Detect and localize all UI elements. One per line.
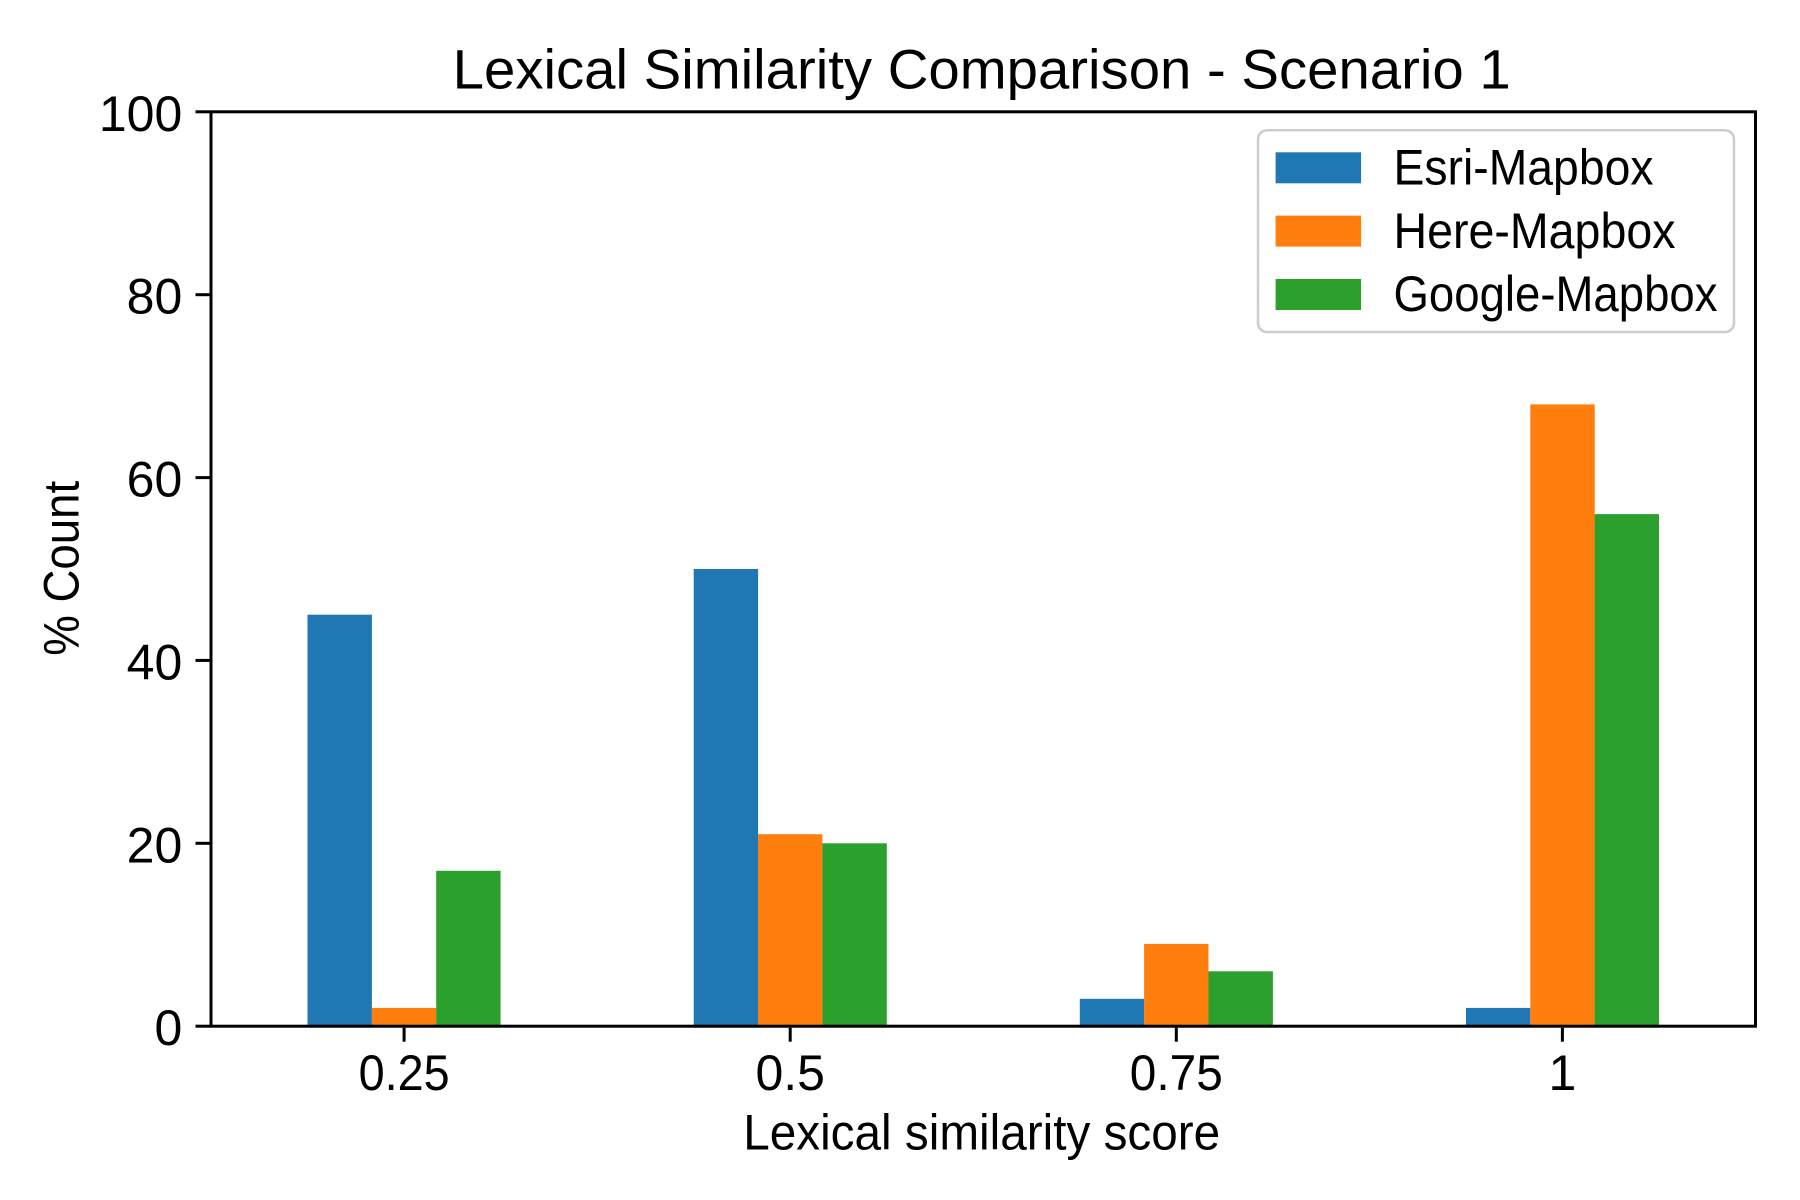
svg-text:0: 0 (154, 1000, 182, 1056)
svg-text:Lexical similarity score: Lexical similarity score (743, 1105, 1220, 1161)
svg-text:Google-Mapbox: Google-Mapbox (1394, 266, 1718, 322)
svg-text:Lexical Similarity Comparison: Lexical Similarity Comparison - Scenario… (453, 38, 1511, 101)
svg-text:100: 100 (99, 86, 182, 142)
svg-text:60: 60 (127, 452, 183, 508)
svg-text:80: 80 (127, 269, 183, 325)
svg-text:0.75: 0.75 (1130, 1045, 1223, 1101)
svg-text:Here-Mapbox: Here-Mapbox (1394, 203, 1676, 259)
svg-text:0.25: 0.25 (359, 1045, 450, 1101)
svg-text:40: 40 (127, 634, 183, 690)
svg-text:20: 20 (127, 817, 183, 873)
svg-text:0.5: 0.5 (755, 1045, 825, 1101)
svg-text:% Count: % Count (34, 481, 90, 656)
svg-text:1: 1 (1548, 1045, 1576, 1101)
svg-text:Esri-Mapbox: Esri-Mapbox (1394, 140, 1654, 196)
